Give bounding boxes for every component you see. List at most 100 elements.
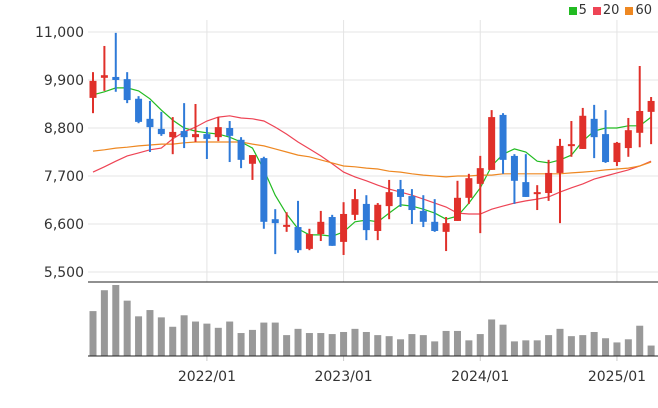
axes [88, 281, 658, 361]
candle-body [226, 128, 234, 136]
grid [88, 20, 658, 282]
candle-body [419, 210, 427, 222]
candle [100, 45, 108, 91]
volume-bar [192, 321, 200, 356]
volume-bar [442, 330, 450, 356]
candle-body [499, 114, 507, 160]
volume-bar [214, 327, 222, 356]
volume-bar [135, 316, 143, 356]
candle [157, 111, 165, 136]
volume-bar [476, 334, 484, 356]
volume-bar [499, 324, 507, 356]
volume-bar [465, 340, 473, 356]
candle [294, 200, 302, 253]
volume-bar [556, 328, 564, 356]
x-axis-ticks: 2022/01 2023/01 2024/01 2025/01 [178, 369, 646, 385]
volume-bar [317, 333, 325, 356]
legend-swatch [625, 6, 634, 15]
candle [465, 173, 473, 204]
x-tick-label: 2025/01 [588, 369, 646, 385]
candle-body [100, 75, 108, 78]
candle-body [305, 234, 313, 249]
legend-item-ma60: 60 [625, 3, 652, 18]
candle [89, 72, 97, 114]
candle [624, 117, 632, 157]
volume-bar [203, 323, 211, 356]
y-tick-label: 8,800 [44, 121, 84, 137]
volume-bar [624, 339, 632, 356]
candle [613, 141, 621, 166]
candle-body [476, 168, 484, 184]
candle [419, 195, 427, 228]
candle [362, 195, 370, 241]
volume-bar [374, 335, 382, 356]
candle-body [146, 118, 154, 128]
legend-item-ma20: 20 [592, 3, 620, 18]
volume-bar [283, 335, 291, 356]
legend-label: 20 [602, 3, 620, 18]
volume-bar [362, 331, 370, 356]
volume-bar [157, 317, 165, 356]
volume-bar [100, 290, 108, 356]
x-tick-label: 2023/01 [314, 369, 372, 385]
volume-bar [260, 322, 268, 356]
candle [590, 104, 598, 159]
candle [169, 117, 177, 155]
candle-body [123, 79, 131, 101]
volume-bar [112, 285, 120, 356]
volume-bar [602, 338, 610, 356]
candle-body [112, 76, 120, 80]
candle-body [260, 158, 268, 222]
candle [135, 96, 143, 124]
candle-body [362, 203, 370, 231]
volume-bar [545, 335, 553, 356]
candle [305, 228, 313, 251]
volume-bar [351, 328, 359, 356]
candle-body [374, 204, 382, 231]
candle-body [317, 221, 325, 235]
volume-bar [636, 325, 644, 356]
volume-bar [248, 329, 256, 356]
candle [636, 66, 644, 148]
volume-bar [567, 336, 575, 356]
candle [226, 121, 234, 163]
candle [237, 137, 245, 169]
candle [351, 189, 359, 221]
candle [488, 110, 496, 170]
candle [340, 202, 348, 255]
y-tick-label: 7,700 [44, 169, 84, 185]
candle-body [510, 155, 518, 181]
candle-body [89, 80, 97, 98]
volume-bar [488, 319, 496, 356]
candle [146, 100, 154, 152]
candle-body [203, 134, 211, 139]
y-tick-label: 5,500 [44, 265, 84, 281]
volume-bar [647, 345, 655, 356]
candle [112, 32, 120, 92]
candle-body [465, 178, 473, 198]
candles [89, 32, 655, 255]
candle-body [556, 145, 564, 173]
candle-body [624, 130, 632, 149]
volume-bar [579, 335, 587, 356]
x-tick-label: 2022/01 [178, 369, 236, 385]
volume-bar [89, 311, 97, 356]
y-tick-label: 9,900 [44, 73, 84, 89]
candle [453, 180, 461, 221]
candle [533, 185, 541, 211]
candle [556, 138, 564, 224]
candle-body [545, 172, 553, 194]
candle-body [397, 189, 405, 197]
y-tick-label: 11,000 [35, 25, 84, 41]
candle [271, 209, 279, 255]
candle [579, 107, 587, 149]
candle-body [385, 192, 393, 207]
volume-bar [340, 331, 348, 356]
candle [442, 217, 450, 252]
y-axis-ticks: 11,000 9,900 8,800 7,700 6,600 5,500 [35, 25, 84, 281]
candle [431, 199, 439, 232]
volume-bar [453, 330, 461, 356]
candle-body [522, 182, 530, 197]
candle [567, 121, 575, 157]
